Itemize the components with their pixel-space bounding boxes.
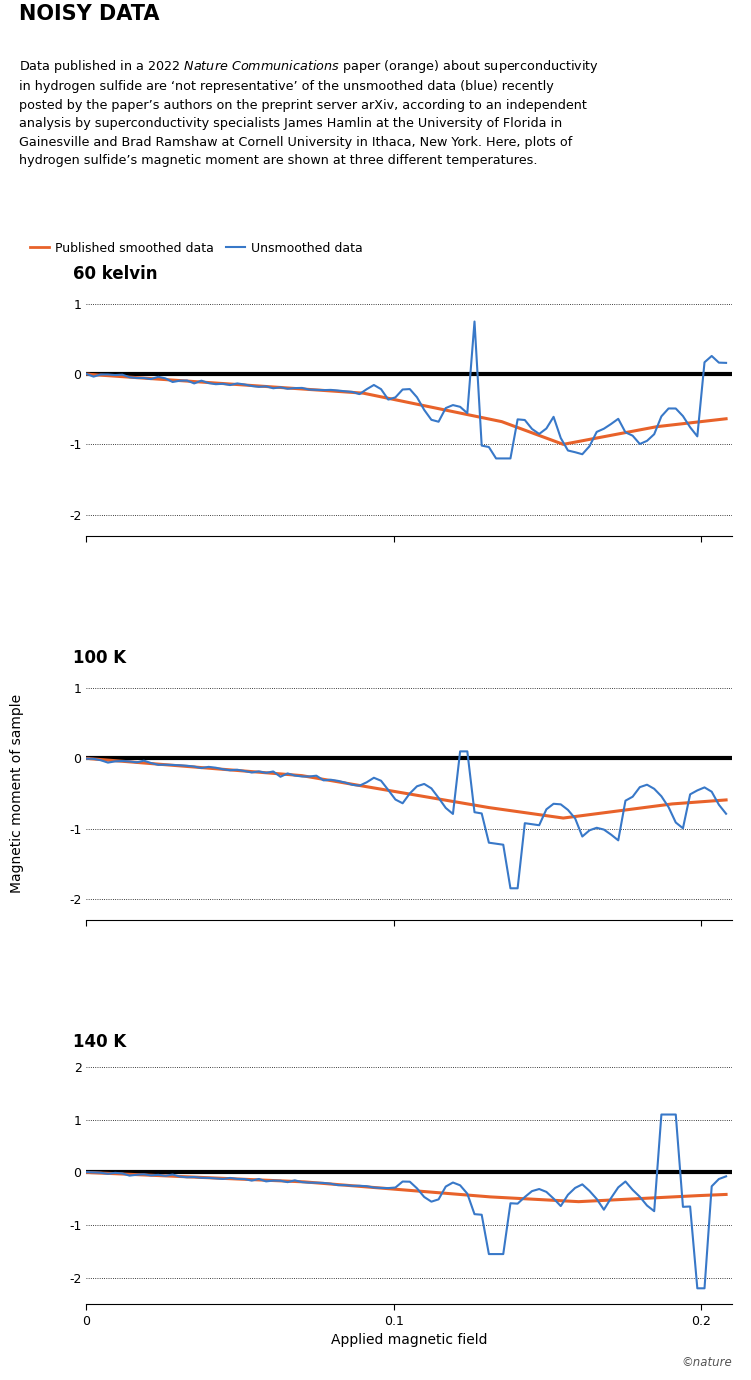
Text: Magnetic moment of sample: Magnetic moment of sample <box>10 694 23 893</box>
X-axis label: Applied magnetic field: Applied magnetic field <box>331 1333 487 1347</box>
Text: ©nature: ©nature <box>681 1357 732 1369</box>
Text: 140 K: 140 K <box>74 1034 127 1052</box>
Legend: Published smoothed data, Unsmoothed data: Published smoothed data, Unsmoothed data <box>25 237 368 259</box>
Text: NOISY DATA: NOISY DATA <box>19 4 159 23</box>
Text: 100 K: 100 K <box>74 649 127 667</box>
Text: Data published in a 2022 $\it{Nature\ Communications}$ paper (orange) about supe: Data published in a 2022 $\it{Nature\ Co… <box>19 58 599 167</box>
Text: 60 kelvin: 60 kelvin <box>74 265 158 283</box>
